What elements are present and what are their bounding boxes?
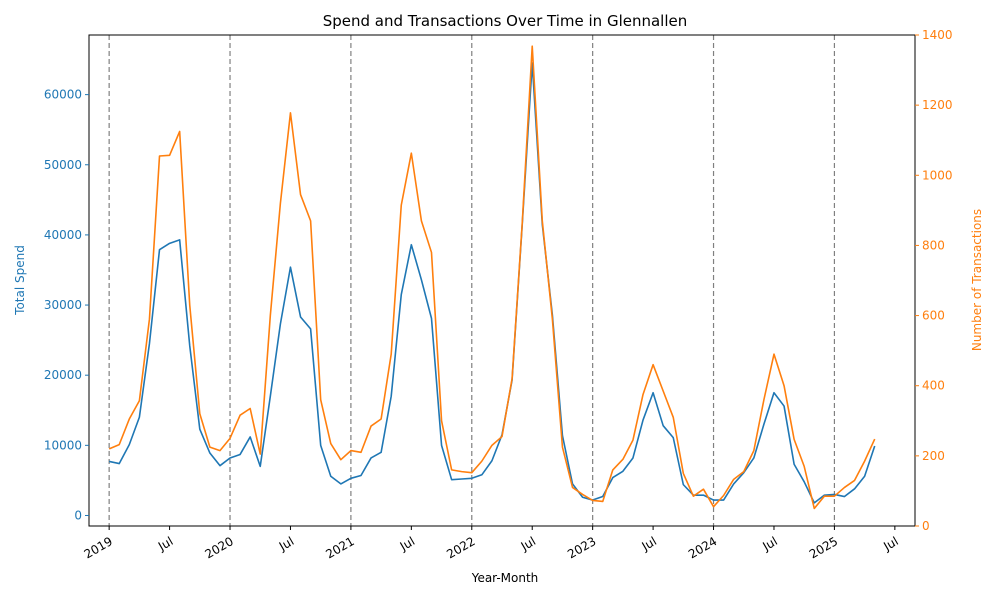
x-axis-label: Year-Month bbox=[471, 571, 539, 585]
right-axis-label: Number of Transactions bbox=[970, 209, 984, 351]
right-y-tick-label: 600 bbox=[922, 309, 945, 323]
chart-title: Spend and Transactions Over Time in Glen… bbox=[323, 12, 688, 30]
x-tick-label: Jul bbox=[639, 534, 659, 554]
left-y-tick-label: 30000 bbox=[44, 298, 82, 312]
left-y-tick-label: 60000 bbox=[44, 88, 82, 102]
x-tick-label: Jul bbox=[155, 534, 175, 554]
left-y-tick-label: 20000 bbox=[44, 368, 82, 382]
spend-series-line bbox=[108, 62, 876, 504]
series-layer bbox=[108, 45, 876, 510]
right-y-tick-label: 1400 bbox=[922, 28, 953, 42]
x-tick-label: Jul bbox=[759, 534, 779, 554]
right-y-axis: 0 200 400 600 800 1000 1200 1400 bbox=[915, 28, 953, 533]
left-axis-label: Total Spend bbox=[13, 245, 27, 316]
plot-frame bbox=[88, 34, 916, 527]
right-y-tick-label: 400 bbox=[922, 379, 945, 393]
x-tick-label: Jul bbox=[518, 534, 538, 554]
x-tick-label: Jul bbox=[880, 534, 900, 554]
right-y-tick-label: 1000 bbox=[922, 168, 953, 182]
left-y-axis: 0 10000 20000 30000 40000 50000 60000 bbox=[44, 88, 89, 522]
left-y-tick-label: 10000 bbox=[44, 438, 82, 452]
right-y-tick-label: 200 bbox=[922, 449, 945, 463]
left-y-tick-label: 50000 bbox=[44, 158, 82, 172]
transactions-series-line bbox=[108, 45, 876, 510]
year-divider-lines bbox=[108, 35, 836, 526]
right-y-tick-label: 800 bbox=[922, 238, 945, 252]
right-y-tick-label: 0 bbox=[922, 519, 930, 533]
left-y-tick-label: 0 bbox=[74, 508, 82, 522]
x-tick-label: Jul bbox=[276, 534, 296, 554]
left-y-tick-label: 40000 bbox=[44, 228, 82, 242]
right-y-tick-label: 1200 bbox=[922, 98, 953, 112]
x-tick-label: Jul bbox=[397, 534, 417, 554]
